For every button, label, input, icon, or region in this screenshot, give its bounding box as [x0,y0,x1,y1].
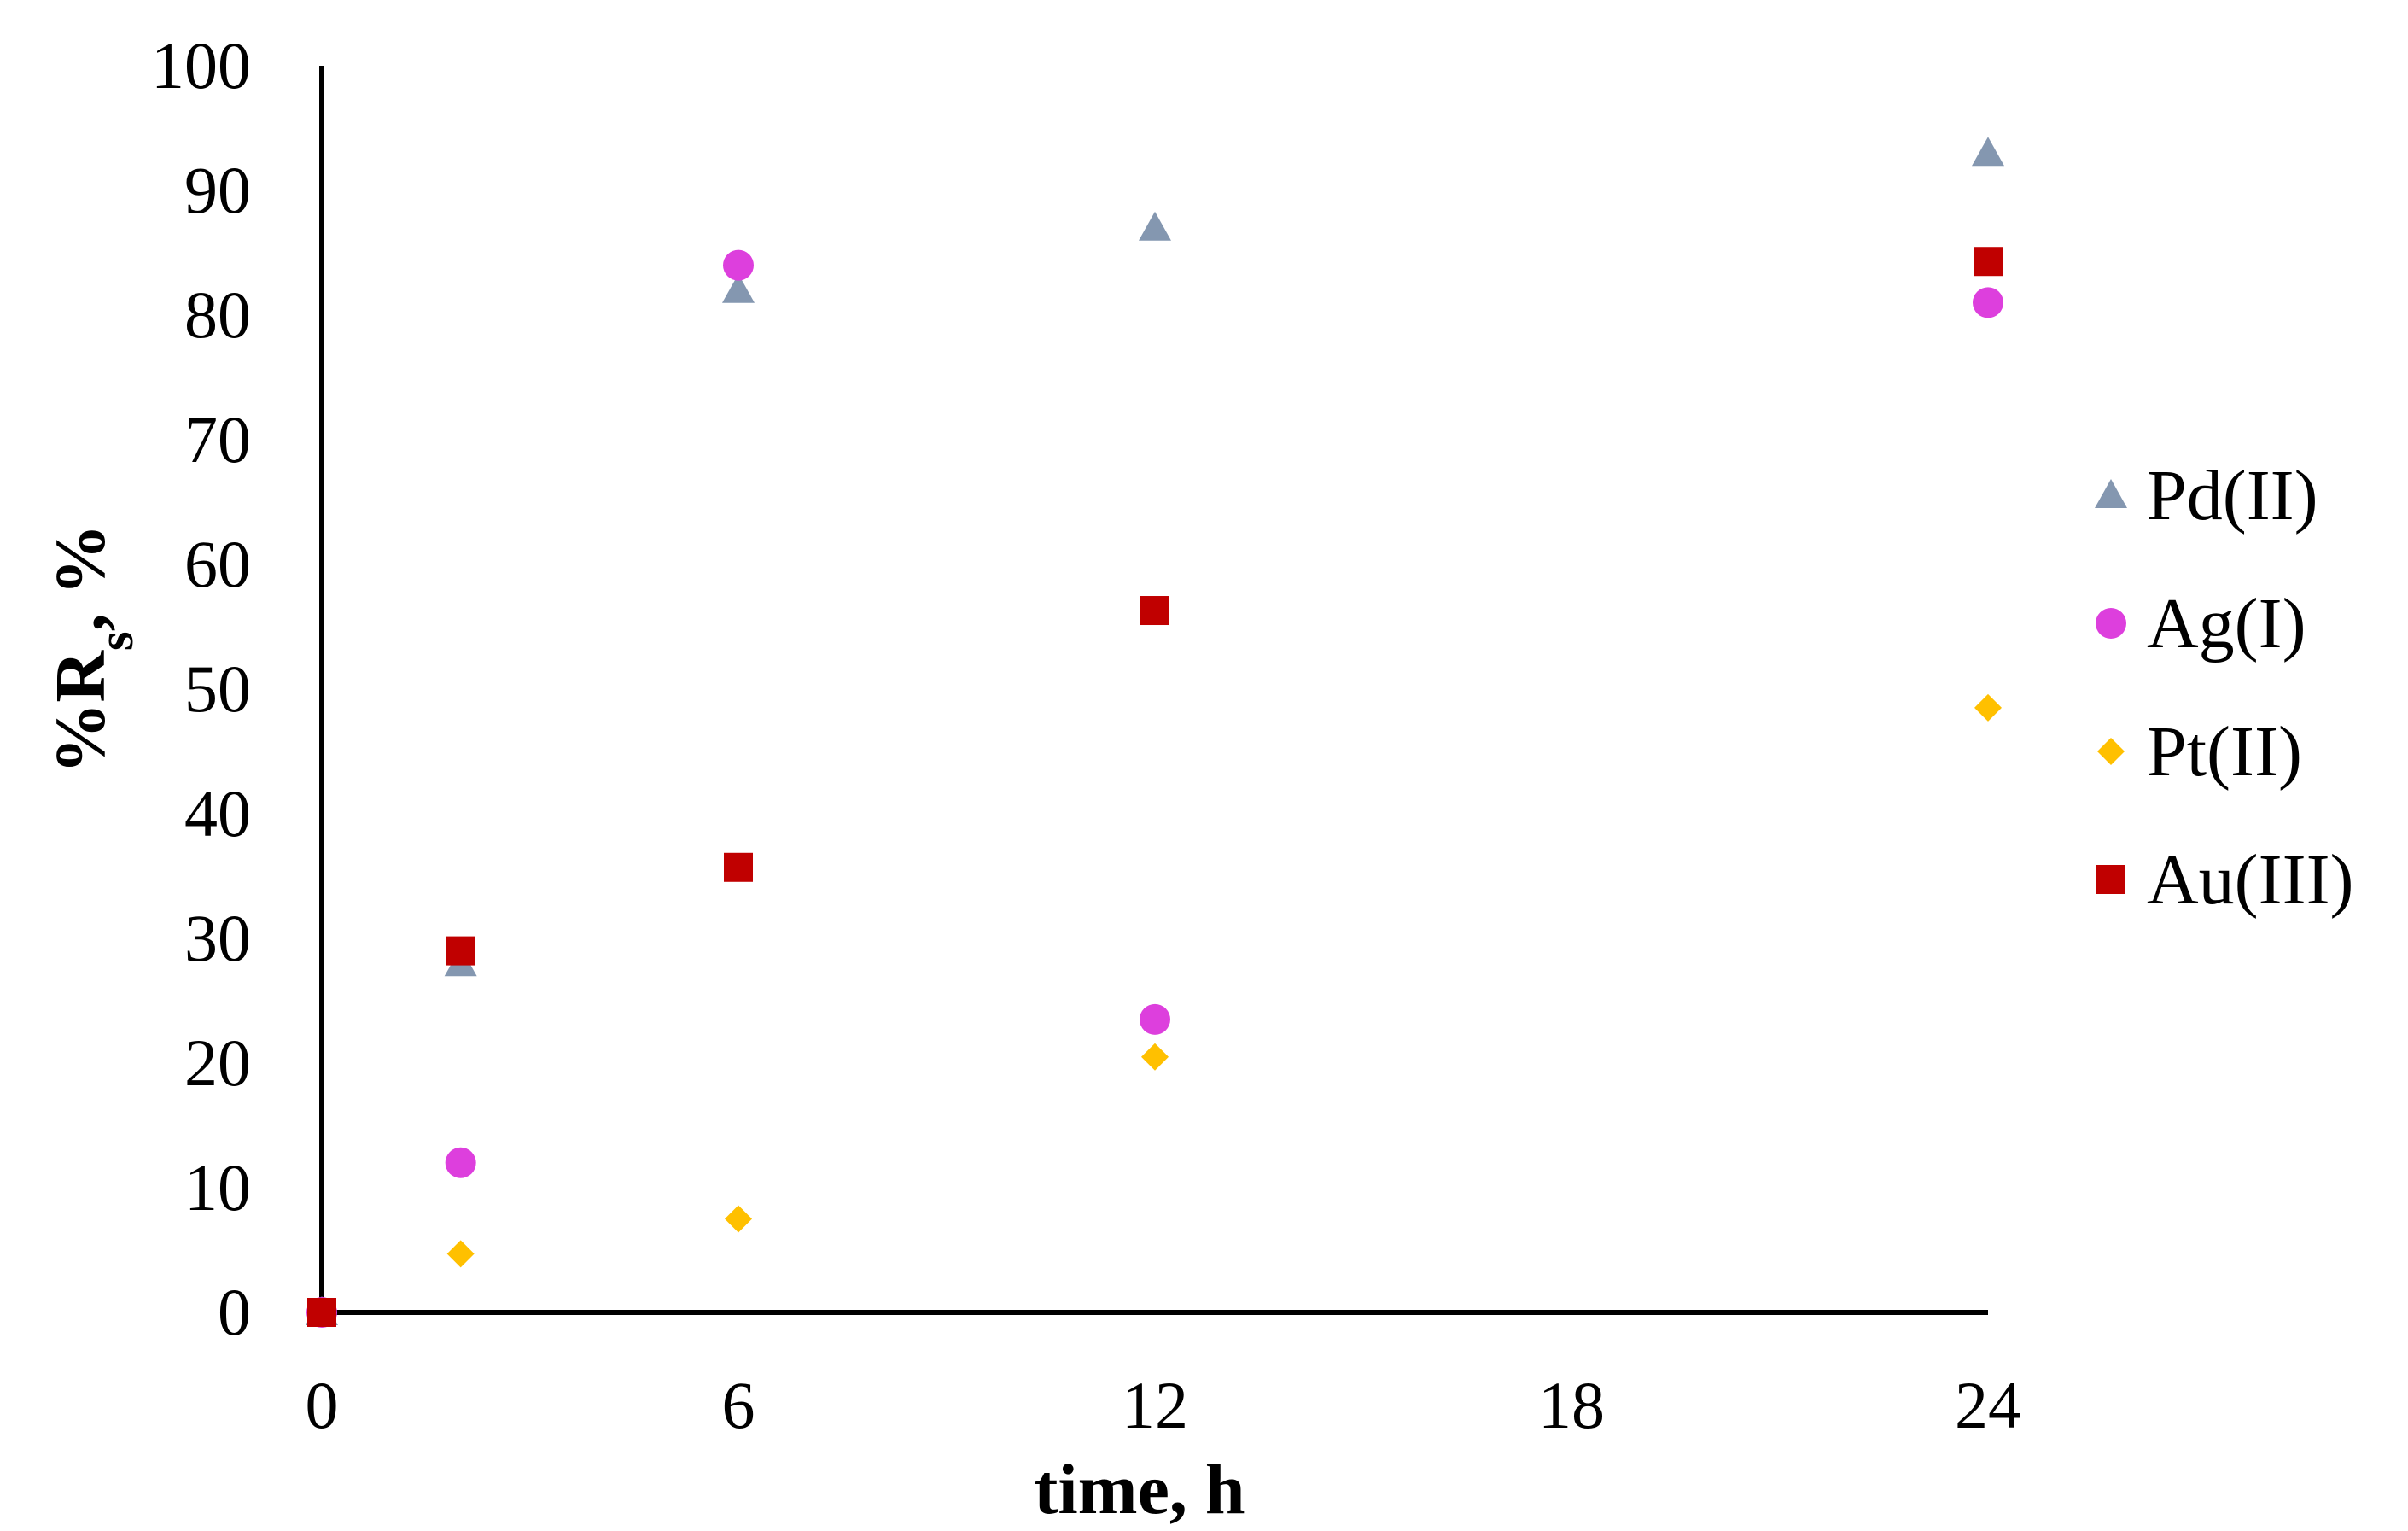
y-axis-title: %Rs, % [41,523,143,774]
data-point-pt-ii [725,1205,752,1233]
y-tick-label: 90 [184,153,251,227]
y-tick-label: 60 [184,527,251,601]
x-tick-label: 12 [1122,1368,1188,1442]
data-points [306,137,2004,1328]
data-point-pt-ii [1141,1043,1169,1071]
data-point-au-iii [307,1298,336,1327]
y-tick-label: 100 [151,28,251,102]
y-tick-label: 10 [184,1150,251,1224]
legend-marker-au-iii [2096,865,2125,894]
data-point-pt-ii [1974,693,2002,722]
legend-marker-pt-ii [2097,738,2125,765]
y-tick-label: 30 [184,901,251,975]
data-point-ag-i [1140,1003,1170,1035]
data-point-ag-i [1973,287,2003,318]
axes [319,66,1988,1315]
data-point-ag-i [723,249,754,281]
legend: Pd(II) Ag(I) Pt(II) Au(III) [2095,456,2354,920]
y-tick-label: 70 [184,402,251,476]
data-point-au-iii [1140,596,1169,626]
x-tick-label: 0 [306,1368,339,1442]
data-point-au-iii [1974,247,2003,277]
data-point-au-iii [446,936,475,966]
x-tick-labels: 0 6 12 18 24 [306,1368,2022,1442]
y-tick-label: 20 [184,1026,251,1100]
legend-label-pt-ii: Pt(II) [2147,712,2302,792]
y-tick-labels: 0 10 20 30 40 50 60 70 80 90 100 [151,28,251,1349]
data-point-pd-ii [1972,137,2004,167]
y-tick-label: 0 [218,1275,251,1349]
y-axis-title-subscript: s [88,631,143,651]
legend-label-pd-ii: Pd(II) [2147,456,2318,535]
y-tick-label: 40 [184,776,251,850]
y-tick-label: 50 [184,652,251,726]
legend-label-au-iii: Au(III) [2147,840,2354,920]
data-point-au-iii [724,852,753,882]
data-point-pd-ii [722,273,755,303]
data-point-ag-i [445,1147,476,1178]
legend-label-ag-i: Ag(I) [2147,584,2306,663]
y-tick-label: 80 [184,278,251,352]
y-axis-title-suffix: , % [41,523,120,631]
legend-marker-ag-i [2096,608,2126,639]
data-point-pd-ii [1139,211,1171,241]
x-tick-label: 6 [722,1368,755,1442]
legend-marker-pd-ii [2095,479,2127,508]
data-point-pt-ii [446,1240,475,1268]
x-tick-label: 24 [1955,1368,2021,1442]
x-tick-label: 18 [1538,1368,1605,1442]
x-axis-title: time, h [1034,1450,1245,1529]
y-axis-title-main: %R [41,650,120,774]
